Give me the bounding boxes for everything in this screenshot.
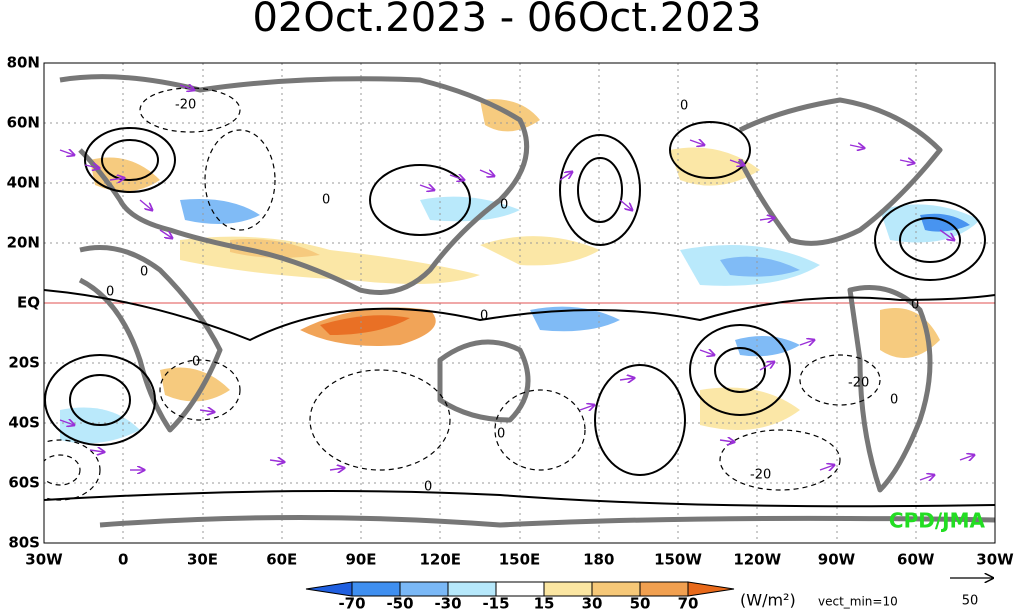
lat-label: 80N bbox=[7, 54, 40, 72]
reference-vector: 50 bbox=[962, 594, 979, 609]
coastlines bbox=[59, 74, 995, 528]
contours bbox=[44, 87, 995, 508]
graticule bbox=[44, 63, 995, 543]
lat-label: EQ bbox=[17, 294, 40, 312]
vector-note: vect_min=10 bbox=[818, 595, 898, 609]
contour-label: -20 bbox=[175, 98, 196, 113]
lon-label: 30W bbox=[25, 551, 63, 569]
contour-label: 0 bbox=[322, 193, 330, 208]
contour-label: 0 bbox=[911, 298, 919, 313]
lat-label: 40N bbox=[7, 174, 40, 192]
lat-label: 60S bbox=[8, 474, 40, 492]
colorbar-label: 50 bbox=[630, 595, 651, 613]
lon-label: 30E bbox=[187, 551, 218, 569]
contour-label: 0 bbox=[890, 393, 898, 408]
wind-vectors bbox=[59, 85, 974, 480]
contour-label: 0 bbox=[500, 198, 508, 213]
map: -20 0 0 0 0 0 0 0 0 -20 0 0 -20 0 bbox=[44, 63, 995, 543]
lon-label: 60E bbox=[266, 551, 297, 569]
lat-label: 20S bbox=[8, 354, 40, 372]
contour-label: 0 bbox=[106, 285, 114, 300]
lon-label: 150W bbox=[654, 551, 702, 569]
contour-label: 0 bbox=[680, 99, 688, 114]
lon-label: 30W bbox=[976, 551, 1014, 569]
contour-label: 0 bbox=[497, 427, 505, 442]
contour-label: 0 bbox=[192, 355, 200, 370]
lon-label: 120E bbox=[419, 551, 461, 569]
contour-label: 0 bbox=[424, 480, 432, 495]
title: 02Oct.2023 - 06Oct.2023 bbox=[252, 0, 761, 41]
lat-label: 60N bbox=[7, 114, 40, 132]
lon-label: 90W bbox=[818, 551, 856, 569]
lon-label: 0 bbox=[118, 551, 128, 569]
contour-label: -20 bbox=[750, 468, 771, 483]
lat-label: 20N bbox=[7, 234, 40, 252]
colorbar-label: -30 bbox=[434, 595, 461, 613]
colorbar-label: 15 bbox=[534, 595, 555, 613]
colorbar-label: 70 bbox=[678, 595, 699, 613]
lon-label: 120W bbox=[733, 551, 781, 569]
lon-label: 90E bbox=[345, 551, 376, 569]
units: (W/m²) bbox=[740, 591, 796, 610]
colorbar-label: -70 bbox=[338, 595, 365, 613]
map-frame bbox=[43, 62, 996, 544]
lat-label: 80S bbox=[8, 534, 40, 552]
lon-label: 180 bbox=[583, 551, 614, 569]
lon-label: 150E bbox=[499, 551, 541, 569]
lat-label: 40S bbox=[8, 414, 40, 432]
contour-label: 0 bbox=[480, 309, 488, 324]
contour-label: -20 bbox=[848, 376, 869, 391]
lon-label: 60W bbox=[897, 551, 935, 569]
credit: CPD/JMA bbox=[889, 509, 986, 533]
colorbar-label: -50 bbox=[386, 595, 413, 613]
colorbar: -70 -50 -30 -15 15 30 50 70 bbox=[305, 581, 735, 613]
colorbar-high bbox=[687, 581, 735, 597]
colorbar-label: 30 bbox=[582, 595, 603, 613]
colorbar-label: -15 bbox=[482, 595, 509, 613]
contour-label: 0 bbox=[140, 265, 148, 280]
